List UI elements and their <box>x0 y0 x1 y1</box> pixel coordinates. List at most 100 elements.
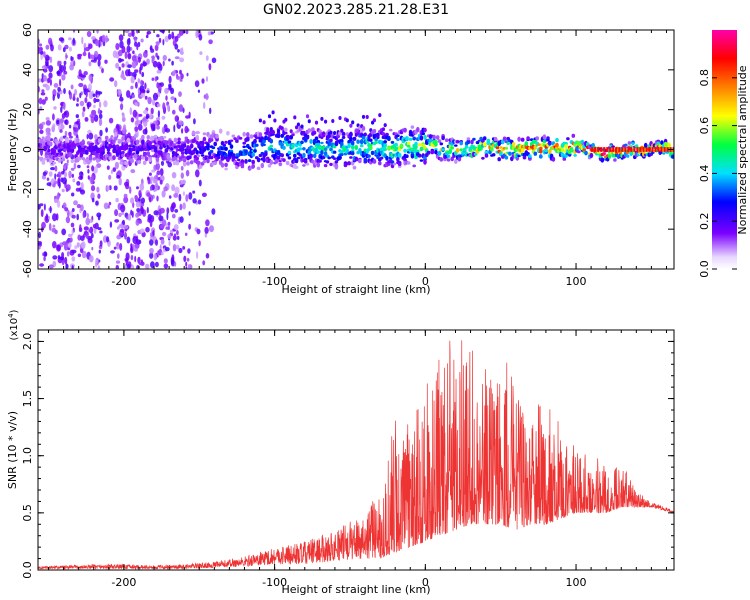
heatmap-cell <box>397 162 402 167</box>
heatmap-cell <box>131 72 137 77</box>
heatmap-cell <box>444 138 449 142</box>
heatmap-cell <box>131 60 137 69</box>
heatmap-cell <box>195 131 200 135</box>
heatmap-cell <box>633 147 636 152</box>
heatmap-cell <box>45 61 49 67</box>
heatmap-cell <box>276 155 281 160</box>
heatmap-cell <box>173 124 176 133</box>
heatmap-cell <box>609 147 612 152</box>
heatmap-cell <box>262 139 266 144</box>
heatmap-cell <box>129 95 132 100</box>
heatmap-cell <box>41 140 46 146</box>
heatmap-cell <box>416 149 420 153</box>
heatmap-cell <box>161 190 166 198</box>
heatmap-cell <box>548 149 552 154</box>
heatmap-cell <box>185 194 189 202</box>
heatmap-cell <box>618 147 621 152</box>
heatmap-cell <box>307 128 312 133</box>
heatmap-cell <box>41 99 46 105</box>
heatmap-cell <box>136 239 141 245</box>
heatmap-cell <box>629 145 633 148</box>
heatmap-cell <box>161 126 165 134</box>
heatmap-cell <box>71 249 77 254</box>
heatmap-cell <box>174 97 177 104</box>
heatmap-cell <box>181 179 187 185</box>
heatmap-cell <box>142 160 147 165</box>
heatmap-cell <box>71 229 74 236</box>
heatmap-cell <box>166 153 170 160</box>
heatmap-cell <box>651 147 654 152</box>
heatmap-cell <box>296 156 301 160</box>
heatmap-cell <box>188 155 192 160</box>
heatmap-cell <box>134 126 139 132</box>
heatmap-cell <box>156 170 161 176</box>
heatmap-cell <box>211 208 216 215</box>
heatmap-cell <box>99 129 103 137</box>
heatmap-cell <box>137 78 141 84</box>
heatmap-cell <box>48 264 54 269</box>
heatmap-cell <box>174 186 180 195</box>
heatmap-cell <box>73 93 76 99</box>
heatmap-cell <box>52 213 57 222</box>
heatmap-cell <box>171 60 174 66</box>
heatmap-cell <box>403 148 407 153</box>
heatmap-cell <box>54 173 57 181</box>
heatmap-cell <box>162 54 167 61</box>
heatmap-cell <box>146 90 150 94</box>
heatmap-cell <box>390 140 395 144</box>
heatmap-cell <box>39 263 45 267</box>
heatmap-cell <box>90 142 95 146</box>
heatmap-cell <box>154 261 159 268</box>
heatmap-cell <box>73 30 75 33</box>
heatmap-cell <box>325 160 330 164</box>
heatmap-cell <box>84 97 88 104</box>
heatmap-cell <box>140 259 143 263</box>
y-tick-label: 60 <box>21 23 34 37</box>
heatmap-cell <box>497 157 502 162</box>
heatmap-cell <box>145 127 148 135</box>
heatmap-cell <box>80 248 84 254</box>
heatmap-cell <box>167 104 170 112</box>
heatmap-cell <box>59 129 63 133</box>
heatmap-cell <box>195 157 199 161</box>
heatmap-cell <box>185 169 190 177</box>
heatmap-cell <box>189 160 194 165</box>
heatmap-cell <box>56 70 61 75</box>
heatmap-cell <box>361 135 366 140</box>
heatmap-cell <box>50 44 54 52</box>
heatmap-cell <box>324 119 328 124</box>
heatmap-cell <box>94 222 99 230</box>
heatmap-cell <box>575 146 579 151</box>
heatmap-cell <box>388 128 393 132</box>
heatmap-cell <box>101 148 105 152</box>
heatmap-cell <box>143 51 148 58</box>
heatmap-cell <box>347 161 351 166</box>
heatmap-cell <box>160 238 165 245</box>
heatmap-cell <box>466 137 471 141</box>
heatmap-cell <box>97 265 100 269</box>
heatmap-cell <box>48 65 54 73</box>
heatmap-cell <box>231 153 236 156</box>
heatmap-cell <box>48 141 53 147</box>
heatmap-cell <box>88 43 93 49</box>
heatmap-cell <box>654 147 657 152</box>
heatmap-cell <box>83 42 87 49</box>
heatmap-cell <box>208 63 212 71</box>
heatmap-cell <box>403 127 407 133</box>
heatmap-cell <box>124 257 129 262</box>
heatmap-cell <box>182 246 186 250</box>
heatmap-cell <box>155 162 160 171</box>
heatmap-cell <box>110 169 113 174</box>
heatmap-cell <box>65 54 68 59</box>
heatmap-cell <box>164 247 170 252</box>
heatmap-cell <box>56 200 61 208</box>
heatmap-cell <box>289 129 293 134</box>
heatmap-cell <box>193 118 196 125</box>
heatmap-cell <box>172 161 177 166</box>
heatmap-cell <box>85 46 90 52</box>
heatmap-cell <box>293 153 297 158</box>
heatmap-cell <box>157 110 160 118</box>
heatmap-cell <box>137 87 141 95</box>
heatmap-cell <box>378 113 382 118</box>
heatmap-cell <box>311 127 315 131</box>
